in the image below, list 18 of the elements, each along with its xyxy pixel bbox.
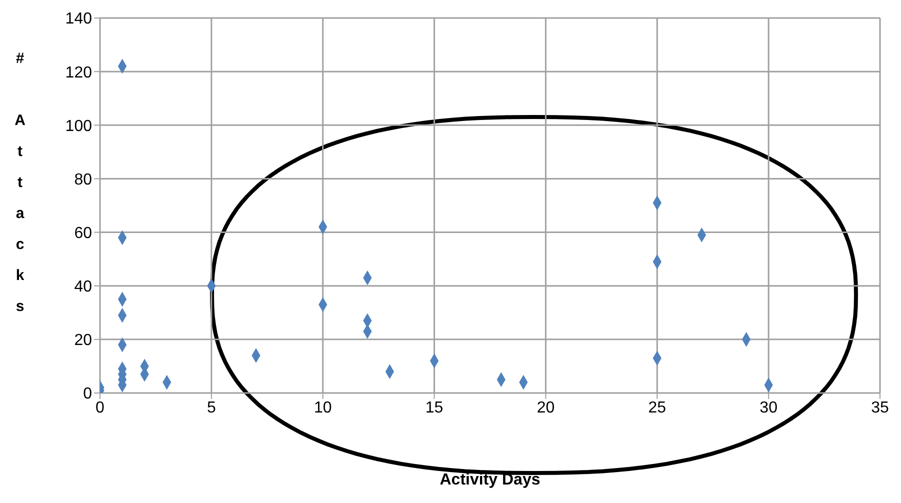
y-tick-label: 60	[74, 224, 92, 242]
x-tick-label: 35	[871, 399, 889, 416]
x-tick-label: 15	[425, 399, 444, 416]
y-tick-label: 40	[74, 278, 92, 296]
y-tick-label: 20	[74, 332, 92, 350]
x-tick-label: 30	[760, 399, 778, 416]
y-tick-label: 80	[74, 171, 92, 188]
y-tick-label: 140	[65, 10, 92, 28]
y-tick-label: 100	[65, 118, 92, 135]
x-tick-label: 10	[314, 399, 332, 416]
x-tick-label: 5	[206, 399, 216, 416]
x-tick-label: 0	[96, 399, 105, 416]
x-axis-title: Activity Days	[440, 471, 540, 488]
y-tick-label: 0	[83, 386, 92, 403]
y-axis-title: # Attacks	[12, 50, 28, 329]
x-tick-label: 25	[648, 399, 666, 416]
x-tick-label: 20	[536, 399, 555, 416]
y-tick-label: 120	[65, 64, 92, 82]
